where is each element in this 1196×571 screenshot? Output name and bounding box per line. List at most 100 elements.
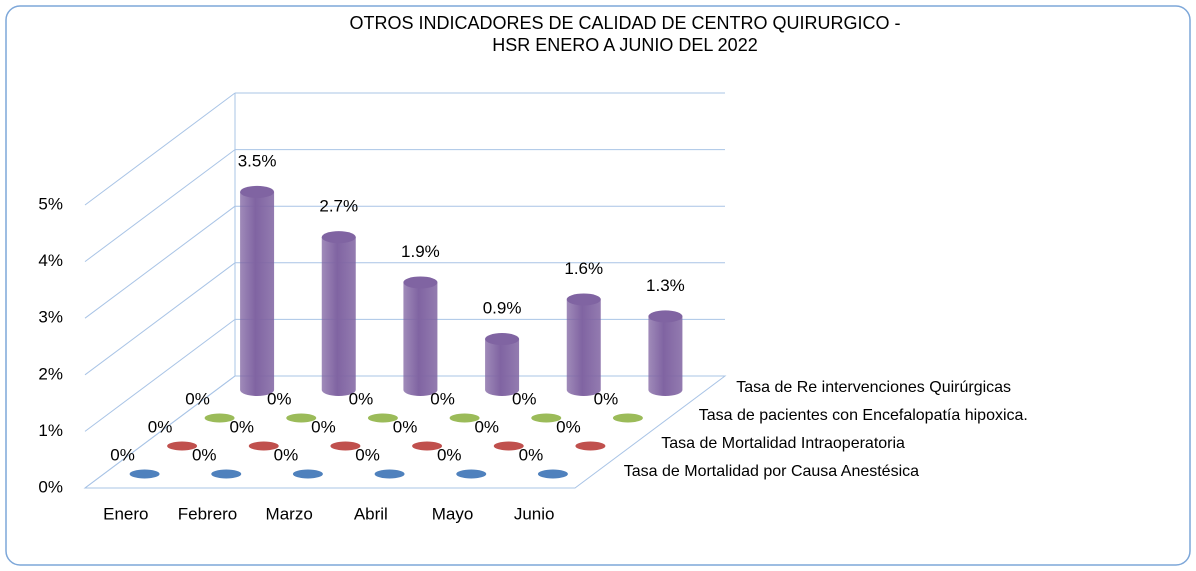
bar [240, 185, 275, 396]
legend-label: Tasa de pacientes con Encefalopatía hipo… [699, 407, 1028, 424]
bar [374, 469, 405, 479]
bar [493, 441, 524, 451]
grid-line [84, 262, 236, 376]
bar-disk [129, 469, 160, 479]
bar-disk [612, 413, 643, 423]
bar-body [485, 339, 520, 396]
bar-body [240, 191, 275, 396]
legend-label: Tasa de Mortalidad por Causa Anestésica [624, 463, 919, 480]
y-tick-label: 3% [38, 308, 63, 327]
bar [286, 413, 317, 423]
y-tick-label: 5% [38, 194, 63, 213]
bar-disk [204, 413, 235, 423]
bar-disk [367, 413, 398, 423]
chart-title: OTROS INDICADORES DE CALIDAD DE CENTRO Q… [349, 13, 901, 55]
bar-body [321, 237, 356, 396]
bar [330, 441, 361, 451]
bar-top [485, 333, 520, 346]
bar-body [648, 316, 683, 396]
bar [204, 413, 235, 423]
x-tick-label: Marzo [266, 504, 313, 523]
bar [129, 469, 160, 479]
value-label: 1.9% [401, 242, 440, 261]
y-tick-label: 4% [38, 251, 63, 270]
bar-disk [456, 469, 487, 479]
y-tick-label: 1% [38, 421, 63, 440]
grid-line [84, 92, 236, 206]
grid-line [84, 375, 236, 489]
bar [537, 469, 568, 479]
x-tick-label: Mayo [432, 504, 474, 523]
bar-top [648, 310, 683, 323]
grid-line [84, 205, 236, 319]
bar-disk [167, 441, 198, 451]
bar [485, 333, 520, 396]
bar-top [403, 276, 438, 289]
bar-disk [286, 413, 317, 423]
bar [412, 441, 443, 451]
value-label: 0% [556, 417, 581, 436]
bar [575, 441, 606, 451]
legend-label: Tasa de Re intervenciones Quirúrgicas [736, 379, 1011, 396]
value-label: 3.5% [238, 151, 277, 170]
value-label: 0% [185, 389, 210, 408]
value-label: 0.9% [483, 299, 522, 318]
value-label: 0% [311, 417, 336, 436]
grid-line [84, 149, 236, 263]
bar-disk [374, 469, 405, 479]
value-label: 0% [393, 417, 418, 436]
y-tick-label: 2% [38, 364, 63, 383]
value-label: 0% [274, 445, 299, 464]
bar-disk [330, 441, 361, 451]
bar-body [566, 299, 601, 396]
value-label: 0% [430, 389, 455, 408]
x-tick-label: Febrero [178, 504, 238, 523]
value-label: 0% [110, 445, 135, 464]
grid-line [84, 318, 236, 432]
bar [566, 293, 601, 396]
y-tick-label: 0% [38, 477, 63, 496]
bar-top [321, 231, 356, 244]
bar-disk [412, 441, 443, 451]
bar-disk [493, 441, 524, 451]
bar-top [566, 293, 601, 306]
bar-disk [449, 413, 480, 423]
bar-disk [575, 441, 606, 451]
x-tick-label: Enero [103, 504, 148, 523]
legend-label: Tasa de Mortalidad Intraoperatoria [661, 435, 905, 452]
value-label: 0% [349, 389, 374, 408]
bar [367, 413, 398, 423]
bar-body [403, 282, 438, 396]
bar [456, 469, 487, 479]
x-tick-label: Junio [514, 504, 555, 523]
bar-disk [211, 469, 242, 479]
bar [403, 276, 438, 396]
bar [167, 441, 198, 451]
bar [449, 413, 480, 423]
bar-disk [248, 441, 279, 451]
x-tick-label: Abril [354, 504, 388, 523]
value-label: 1.6% [564, 259, 603, 278]
value-label: 0% [148, 417, 173, 436]
value-label: 1.3% [646, 276, 685, 295]
bar [292, 469, 323, 479]
value-label: 0% [355, 445, 380, 464]
bar-disk [531, 413, 562, 423]
frame [5, 5, 1191, 566]
value-label: 0% [437, 445, 462, 464]
value-label: 0% [594, 389, 619, 408]
bar-top [240, 185, 275, 198]
bar [531, 413, 562, 423]
bar [248, 441, 279, 451]
bar-disk [537, 469, 568, 479]
value-label: 0% [512, 389, 537, 408]
value-label: 0% [519, 445, 544, 464]
bar-disk [292, 469, 323, 479]
bar [648, 310, 683, 396]
value-label: 0% [192, 445, 217, 464]
value-label: 2.7% [319, 197, 358, 216]
value-label: 0% [229, 417, 254, 436]
value-label: 0% [474, 417, 499, 436]
